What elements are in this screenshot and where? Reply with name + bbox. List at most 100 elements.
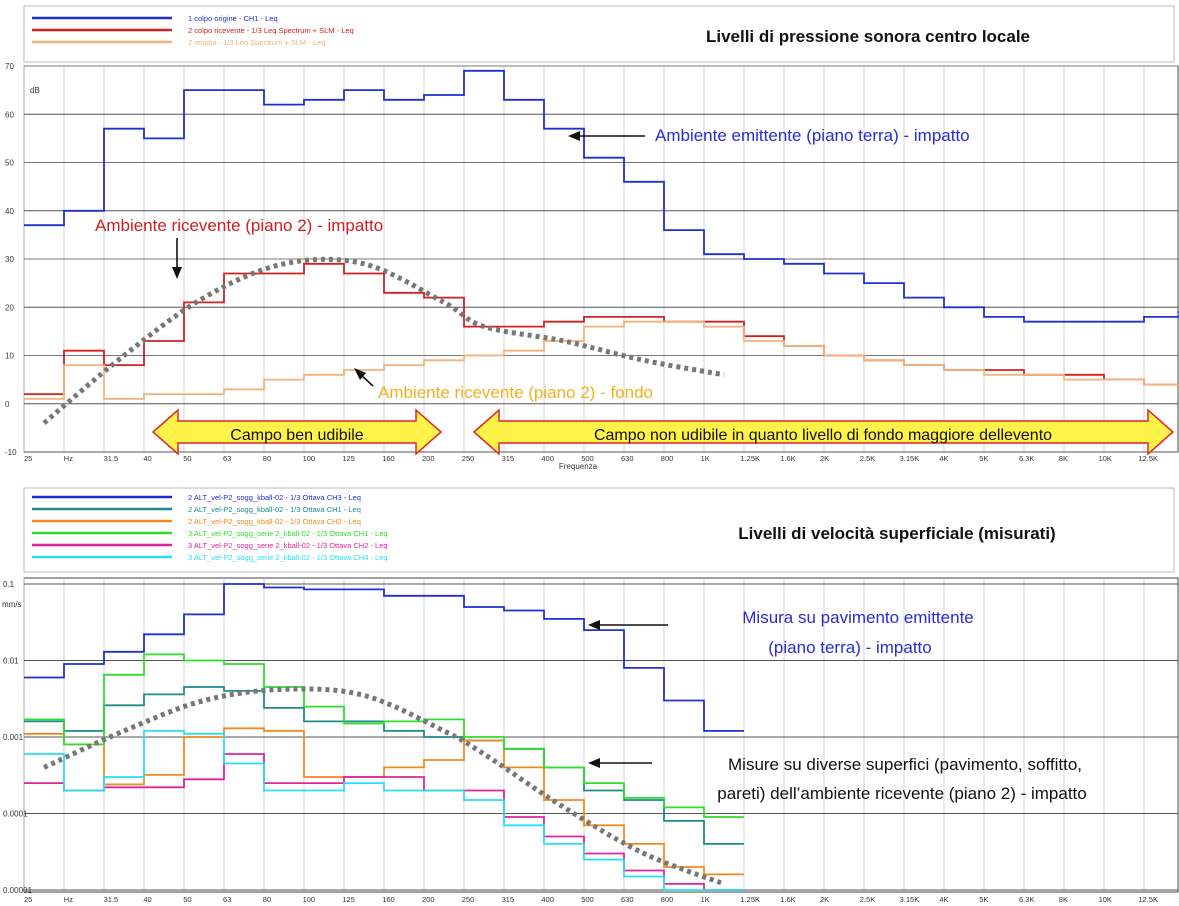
x-tick-label: 10K [1099, 895, 1112, 904]
y-tick-label: 30 [5, 255, 14, 264]
bottom-grid [23, 578, 1178, 892]
legend-label: 2 ALT_vel-P2_sogg_kball-02 - 1/3 Ottava … [188, 505, 361, 514]
top-series [24, 69, 1179, 400]
top-trend-curve [42, 256, 725, 425]
annotation-emittente-2: (piano terra) - impatto [768, 638, 931, 657]
top-legend-frame [23, 5, 1175, 63]
top-series-line [24, 320, 1179, 400]
y-tick-label: 0.001 [3, 733, 24, 742]
legend-label: 3 ALT_vel-P2_sogg_serie 2_kball-02 - 1/3… [188, 553, 388, 562]
top-y-axis-label: dB [30, 86, 40, 95]
x-tick-label: 1K [701, 454, 710, 463]
x-tick-label: 63 [223, 895, 231, 904]
x-tick-label: 5K [979, 895, 988, 904]
campo-udibile-label: Campo ben udibile [230, 427, 364, 444]
x-tick-label: 630 [621, 895, 634, 904]
x-tick-label: 250 [462, 895, 475, 904]
x-tick-label: 6.3K [1019, 895, 1034, 904]
x-tick-label: 4K [939, 454, 948, 463]
x-tick-label: 200 [422, 895, 435, 904]
x-tick-label: 250 [462, 454, 475, 463]
annotation-ricevente-impatto: Ambiente ricevente (piano 2) - impatto [95, 216, 383, 235]
x-tick-label: 1K [701, 895, 710, 904]
x-tick-label: 800 [661, 895, 674, 904]
x-tick-label: 315 [502, 895, 515, 904]
y-tick-label: 0.1 [3, 580, 15, 589]
y-tick-label: 0.00001 [3, 886, 32, 895]
x-tick-label: 1.25K [740, 454, 760, 463]
legend-label: 2 colpo ricevente - 1/3 Leq Spectrum + S… [188, 26, 354, 35]
bottom-series-line [24, 653, 744, 818]
x-tick-label: 2K [820, 895, 829, 904]
legend-label: 2 ALT_vel-P2_sogg_kball-02 - 1/3 Ottava … [188, 493, 361, 502]
legend-label: 3 ALT_vel-P2_sogg_serie 2_kball-02 - 1/3… [188, 529, 388, 538]
x-tick-label: 2.5K [860, 454, 875, 463]
y-tick-label: -10 [5, 448, 17, 457]
x-tick-label: 630 [621, 454, 634, 463]
y-tick-label: 40 [5, 207, 14, 216]
top-series-line [24, 69, 1179, 323]
y-tick-label: 0.0001 [3, 810, 28, 819]
x-tick-label: 125 [342, 895, 355, 904]
y-tick-label: 20 [5, 303, 14, 312]
x-tick-label: 500 [581, 454, 594, 463]
x-tick-label: 6.3K [1019, 454, 1034, 463]
arrow-emittente-bottom [588, 620, 668, 630]
x-tick-label: 31.5 [104, 895, 119, 904]
x-tick-label: 500 [581, 895, 594, 904]
bottom-series-line [24, 583, 744, 732]
top-y-ticks: -10 0 10 20 30 40 50 60 70 [5, 62, 17, 457]
x-tick-label: 400 [541, 454, 554, 463]
x-tick-label: 80 [263, 454, 271, 463]
x-tick-label: 160 [382, 454, 395, 463]
x-tick-label: 12.5K [1138, 895, 1158, 904]
x-tick-label: 1.25K [740, 895, 760, 904]
arrow-ricevente-bottom [588, 758, 652, 768]
x-tick-label: 80 [263, 895, 271, 904]
x-tick-label: 25 [24, 895, 32, 904]
x-tick-label: 3.15K [900, 895, 920, 904]
x-tick-label: 40 [143, 454, 151, 463]
x-tick-label: 50 [183, 454, 191, 463]
campo-udibile-arrow: Campo ben udibile [151, 408, 443, 456]
x-tick-label: 400 [541, 895, 554, 904]
arrow-ricevente-impatto [172, 238, 182, 279]
x-tick-label: 12.5K [1138, 454, 1158, 463]
y-tick-label: 60 [5, 110, 14, 119]
top-legend: 1 colpo origine - CH1 - Leq 2 colpo ricev… [32, 14, 354, 47]
top-chart-title: Livelli di pressione sonora centro local… [706, 27, 1030, 46]
annotation-ricevente-fondo: Ambiente ricevente (piano 2) - fondo [378, 383, 653, 402]
bottom-series-line [24, 730, 744, 891]
x-tick-label: 100 [303, 454, 316, 463]
x-tick-label: 50 [183, 895, 191, 904]
bottom-legend-frame [23, 487, 1175, 573]
y-tick-label: 0.01 [3, 657, 19, 666]
bottom-trend-curve [42, 686, 725, 887]
bottom-series-line [24, 727, 744, 876]
top-x-axis-label: Frequenza [559, 462, 598, 471]
bottom-chart-title: Livelli di velocità superficiale (misura… [738, 524, 1055, 543]
bottom-y-ticks: 0.1 0.01 0.001 0.0001 0.00001 [3, 580, 32, 895]
x-tick-label: 100 [303, 895, 316, 904]
arrow-emittente [568, 131, 645, 141]
x-tick-label: 2.5K [860, 895, 875, 904]
annotation-ricevente-1: Misure su diverse superfici (pavimento, … [728, 755, 1082, 774]
annotation-emittente: Ambiente emittente (piano terra) - impat… [655, 126, 970, 145]
x-tick-label: 8K [1059, 895, 1068, 904]
legend-label: 3 ALT_vel-P2_sogg_serie 2_kball-02 - 1/3… [188, 541, 388, 550]
x-tick-label: 8K [1059, 454, 1068, 463]
y-tick-label: 70 [5, 62, 14, 71]
x-tick-label: 25 [24, 454, 32, 463]
x-tick-label: 10K [1099, 454, 1112, 463]
top-series-line [24, 262, 1179, 395]
legend-label: 2 residui - 1/3 Leq Spectrum + SLM - Leq [188, 38, 325, 47]
legend-label: 1 colpo origine - CH1 - Leq [188, 14, 278, 23]
bottom-y-axis-label: mm/s [2, 600, 22, 609]
x-tick-label: 31.5 [104, 454, 119, 463]
x-tick-label: 40 [143, 895, 151, 904]
x-tick-label: 1.6K [780, 454, 795, 463]
x-tick-label: 200 [422, 454, 435, 463]
x-tick-label: 63 [223, 454, 231, 463]
x-tick-label: 315 [502, 454, 515, 463]
